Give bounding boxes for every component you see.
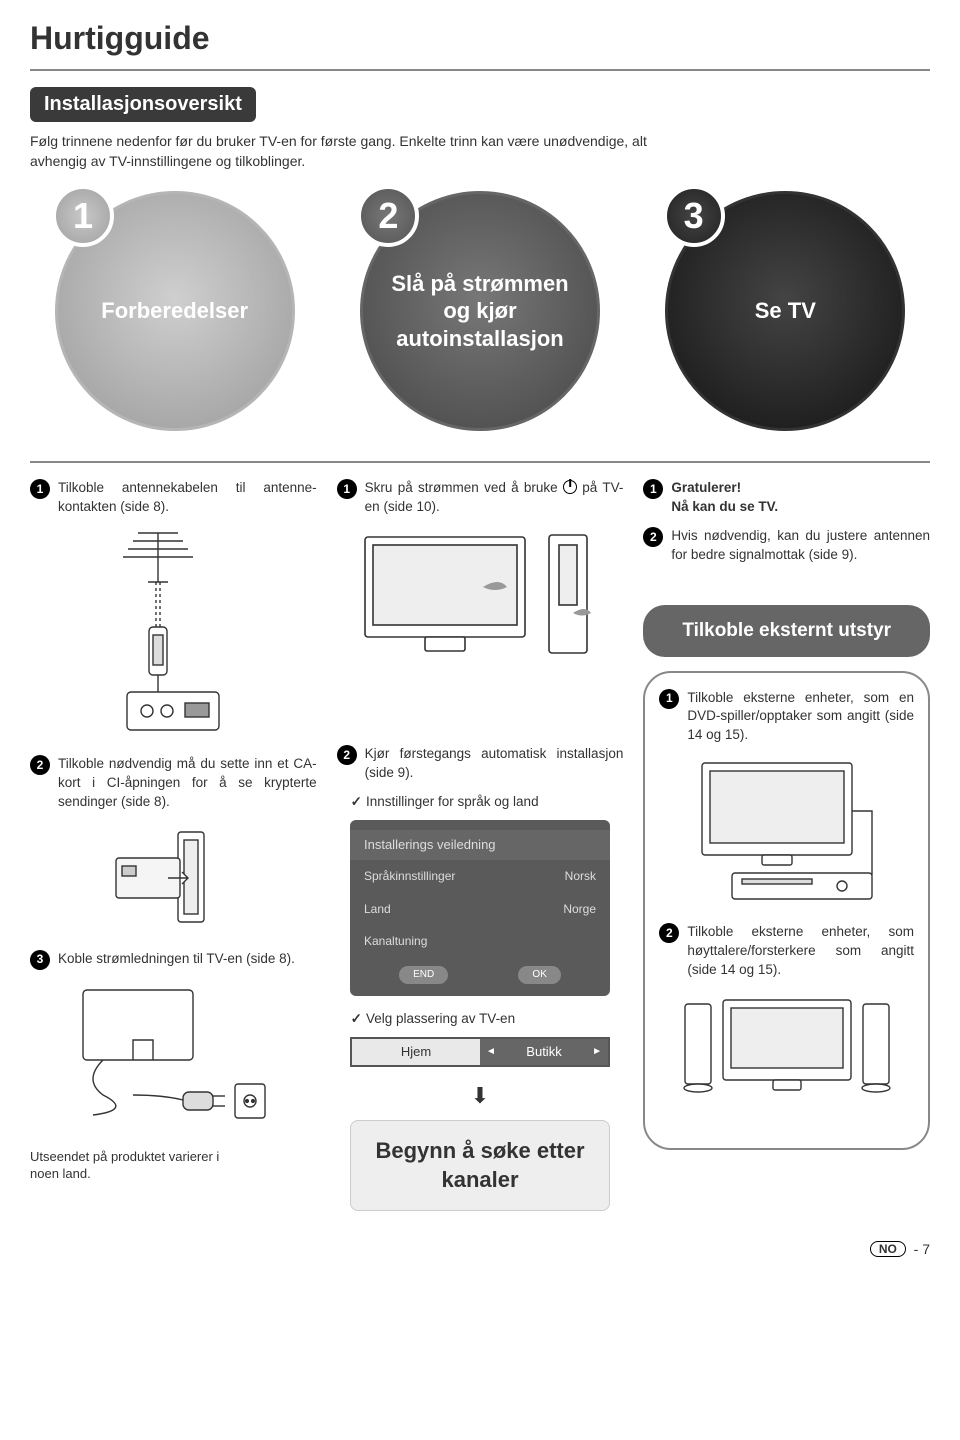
col1-footnote: Utseendet på produktet varierer i noen l… <box>30 1148 250 1183</box>
divider <box>30 69 930 71</box>
col1-step1: 1 Tilkoble antennekabelen til antenne-ko… <box>30 479 317 517</box>
menu-row-tuning: Kanaltuning <box>350 925 610 958</box>
setup-menu-screenshot: Installerings veiledning Språkinnstillin… <box>350 820 610 997</box>
power-icon <box>563 480 577 494</box>
col3-step2-text: Hvis nødvendig, kan du justere antennen … <box>671 527 930 565</box>
bullet-2-icon: 2 <box>643 527 663 547</box>
ext-step2: 2 Tilkoble eksterne enheter, som høyttal… <box>659 923 914 980</box>
menu-row-language: SpråkinnstillingerNorsk <box>350 860 610 893</box>
col2-step1: 1 Skru på strømmen ved å bruke på TV-en … <box>337 479 624 517</box>
step-circle-3: 3 Se TV <box>641 191 930 431</box>
col2-step2-text: Kjør førstegangs automatisk installasjon… <box>365 745 624 783</box>
col2-check1: Innstillinger for språk og land <box>351 793 624 812</box>
page-title: Hurtigguide <box>30 20 930 57</box>
tv-dvd-illustration <box>659 755 914 905</box>
page-footer: NO - 7 <box>30 1241 930 1257</box>
page-number: 7 <box>922 1241 930 1257</box>
menu-ok-button: OK <box>518 966 560 984</box>
steps-overview: 1 Forberedelser 2 Slå på strømmen og kjø… <box>30 191 930 431</box>
col1-step2: 2 Tilkoble nødvendig må du sette inn et … <box>30 755 317 812</box>
intro-text: Følg trinnene nedenfor før du bruker TV-… <box>30 132 670 171</box>
bullet-1-icon: 1 <box>659 689 679 709</box>
col1-step3: 3 Koble strømledningen til TV-en (side 8… <box>30 950 317 970</box>
ca-card-illustration <box>30 822 317 932</box>
arrow-down-icon: ⬇ <box>337 1081 624 1112</box>
bullet-1-icon: 1 <box>30 479 50 499</box>
col3-step1: 1 Gratulerer! Nå kan du se TV. <box>643 479 930 517</box>
choice-store: Butikk <box>480 1039 608 1065</box>
col2-check2: Velg plassering av TV-en <box>351 1010 624 1029</box>
column-3: 1 Gratulerer! Nå kan du se TV. 2 Hvis nø… <box>643 479 930 1211</box>
columns: 1 Tilkoble antennekabelen til antenne-ko… <box>30 479 930 1211</box>
menu-title: Installerings veiledning <box>350 830 610 860</box>
col1-step3-text: Koble strømledningen til TV-en (side 8). <box>58 950 317 970</box>
menu-end-button: END <box>399 966 448 984</box>
bullet-1-icon: 1 <box>337 479 357 499</box>
col2-step1-text: Skru på strømmen ved å bruke på TV-en (s… <box>365 479 624 517</box>
external-equipment-header: Tilkoble eksternt utstyr <box>643 605 930 657</box>
choice-home: Hjem <box>352 1039 480 1065</box>
bullet-2-icon: 2 <box>659 923 679 943</box>
final-begin-search: Begynn å søke etter kanaler <box>350 1120 610 1211</box>
ext-step1: 1 Tilkoble eksterne enheter, som en DVD-… <box>659 689 914 746</box>
col1-step1-text: Tilkoble antennekabelen til antenne-kont… <box>58 479 317 517</box>
column-1: 1 Tilkoble antennekabelen til antenne-ko… <box>30 479 317 1211</box>
divider <box>30 461 930 463</box>
power-cable-illustration <box>30 980 317 1130</box>
ext-step1-text: Tilkoble eksterne enheter, som en DVD-sp… <box>687 689 914 746</box>
step-number-3: 3 <box>663 185 725 247</box>
bullet-3-icon: 3 <box>30 950 50 970</box>
col1-step2-text: Tilkoble nødvendig må du sette inn et CA… <box>58 755 317 812</box>
ext-step2-text: Tilkoble eksterne enheter, som høyttaler… <box>687 923 914 980</box>
menu-row-country: LandNorge <box>350 893 610 926</box>
external-equipment-panel: 1 Tilkoble eksterne enheter, som en DVD-… <box>643 671 930 1150</box>
step-circle-2: 2 Slå på strømmen og kjør autoinstallasj… <box>335 191 624 431</box>
col3-step2: 2 Hvis nødvendig, kan du justere antenne… <box>643 527 930 565</box>
step-circle-1: 1 Forberedelser <box>30 191 319 431</box>
tv-speakers-illustration <box>659 990 914 1110</box>
bullet-1-icon: 1 <box>643 479 663 499</box>
col3-step1-text: Gratulerer! Nå kan du se TV. <box>671 479 930 517</box>
lang-badge: NO <box>870 1241 906 1257</box>
bullet-2-icon: 2 <box>337 745 357 765</box>
bullet-2-icon: 2 <box>30 755 50 775</box>
step-number-1: 1 <box>52 185 114 247</box>
antenna-illustration <box>30 527 317 737</box>
col2-step2: 2 Kjør førstegangs automatisk installasj… <box>337 745 624 783</box>
section-header: Installasjonsoversikt <box>30 87 256 122</box>
column-2: 1 Skru på strømmen ved å bruke på TV-en … <box>337 479 624 1211</box>
placement-choice: Hjem Butikk <box>350 1037 610 1067</box>
tv-power-illustration <box>337 527 624 667</box>
